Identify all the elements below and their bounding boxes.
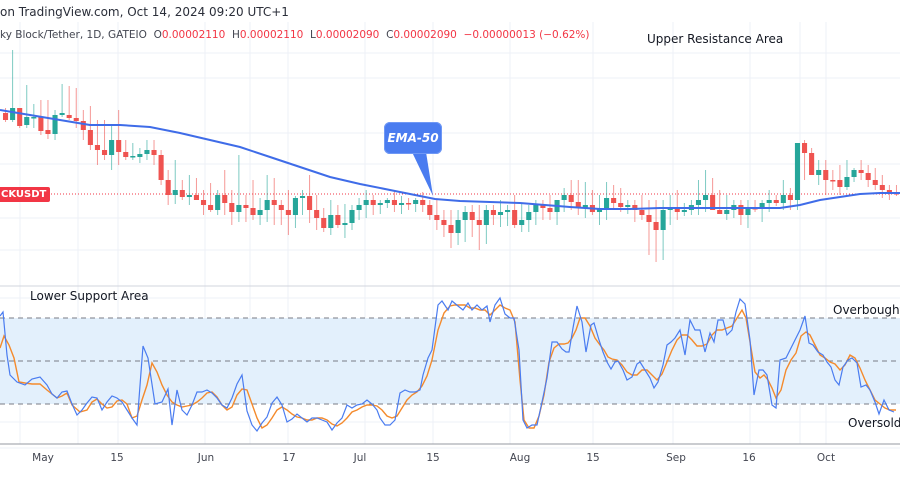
time-axis-label: 16 [742, 452, 756, 464]
ema-callout-text: EMA-50 [387, 131, 439, 145]
ema-50-callout: EMA-50 [384, 122, 442, 154]
time-axis-label: Jun [197, 452, 215, 464]
low-value: 0.00002090 [315, 29, 380, 41]
lower-support-label: Lower Support Area [30, 289, 149, 303]
time-axis-label: 17 [282, 452, 296, 464]
ema-callout-pointer [412, 152, 433, 196]
time-axis-label: Aug [509, 452, 531, 464]
candlestick-series [2, 50, 900, 262]
open-label: O [153, 29, 162, 41]
close-value: 0.00002090 [393, 29, 457, 41]
time-axis-label: May [32, 452, 54, 464]
oversold-label: Oversold [848, 416, 900, 430]
time-axis-label: 15 [426, 452, 440, 464]
stoch-d-line [0, 304, 896, 429]
symbol-label[interactable]: ky Block/Tether, 1D, GATEIO [0, 29, 147, 41]
upper-resistance-label: Upper Resistance Area [647, 32, 784, 46]
time-axis-label: 15 [586, 452, 600, 464]
chart-title-watermark: on TradingView.com, Oct 14, 2024 09:20 U… [0, 5, 289, 19]
high-label: H [231, 29, 240, 41]
time-axis-label: Sep [666, 452, 686, 464]
time-axis-label: Oct [816, 452, 836, 464]
time-axis-label: Jul [353, 452, 367, 464]
close-label: C [386, 29, 394, 41]
ema-50-line [0, 109, 900, 210]
stoch-k-line [0, 296, 895, 433]
open-value: 0.00002110 [161, 29, 226, 41]
change-value: −0.00000013 (−0.62%) [463, 29, 590, 41]
high-value: 0.00002110 [239, 29, 304, 41]
overbought-label: Overbought [833, 303, 900, 317]
ohlc-legend[interactable]: ky Block/Tether, 1D, GATEIO O0.00002110 … [0, 29, 590, 41]
symbol-price-tag[interactable]: CKUSDT [0, 187, 51, 202]
low-label: L [310, 29, 316, 41]
time-axis-label: 15 [110, 452, 124, 464]
